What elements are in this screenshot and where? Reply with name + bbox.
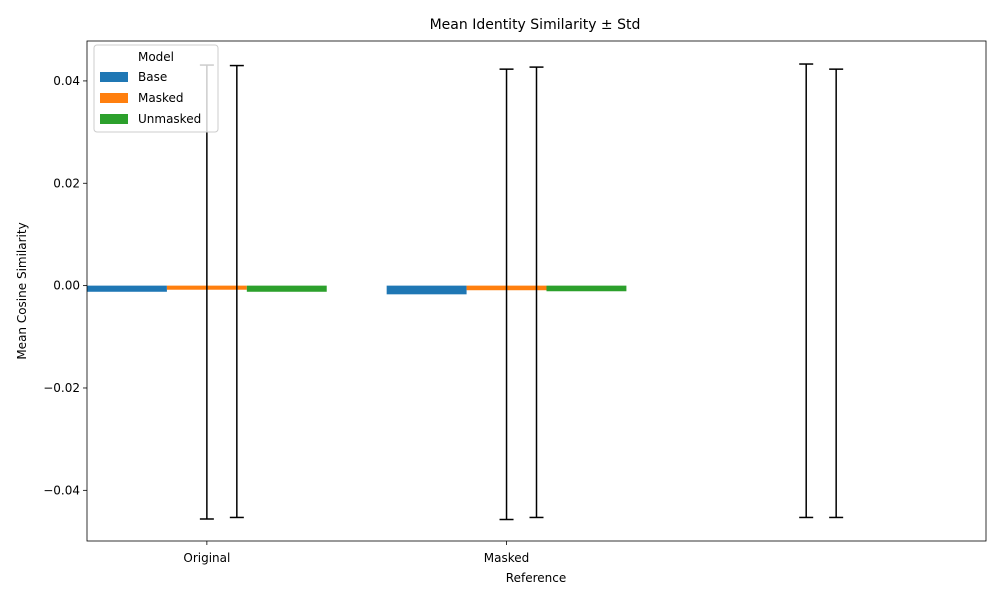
legend-swatch-masked xyxy=(100,93,128,103)
legend-items: Base Masked Unmasked xyxy=(100,70,201,126)
legend-title: Model xyxy=(138,50,174,64)
y-axis: −0.04 −0.02 0.00 0.02 0.04 xyxy=(43,74,87,497)
y-axis-label: Mean Cosine Similarity xyxy=(15,222,29,359)
y-tick-label: 0.02 xyxy=(53,176,80,190)
legend-label-base: Base xyxy=(138,70,167,84)
chart-title: Mean Identity Similarity ± Std xyxy=(430,17,641,33)
y-tick-label: 0.00 xyxy=(53,279,80,293)
x-tick-label: Original xyxy=(183,551,230,565)
error-bar xyxy=(799,63,814,519)
error-bar xyxy=(229,64,244,519)
y-tick-label: 0.04 xyxy=(53,74,80,88)
error-bars xyxy=(199,63,844,521)
bar-unmasked xyxy=(546,285,627,292)
legend-swatch-unmasked xyxy=(100,114,128,124)
y-tick-label: −0.02 xyxy=(43,381,80,395)
legend-label-unmasked: Unmasked xyxy=(138,112,201,126)
bar-base xyxy=(386,285,467,295)
legend: Model Base Masked Unmasked xyxy=(93,44,219,133)
plot-frame xyxy=(86,40,987,542)
bar-base xyxy=(87,285,167,292)
bar-unmasked xyxy=(246,285,327,292)
y-tick-label: −0.04 xyxy=(43,483,80,497)
legend-swatch-base xyxy=(100,72,128,82)
error-bar xyxy=(499,68,514,521)
legend-label-masked: Masked xyxy=(138,91,183,105)
x-axis-label: Reference xyxy=(506,571,566,585)
x-axis: Original Masked xyxy=(183,541,529,565)
x-tick-label: Masked xyxy=(484,551,529,565)
legend-frame xyxy=(93,44,219,133)
error-bar xyxy=(529,66,544,519)
error-bar xyxy=(829,68,844,519)
